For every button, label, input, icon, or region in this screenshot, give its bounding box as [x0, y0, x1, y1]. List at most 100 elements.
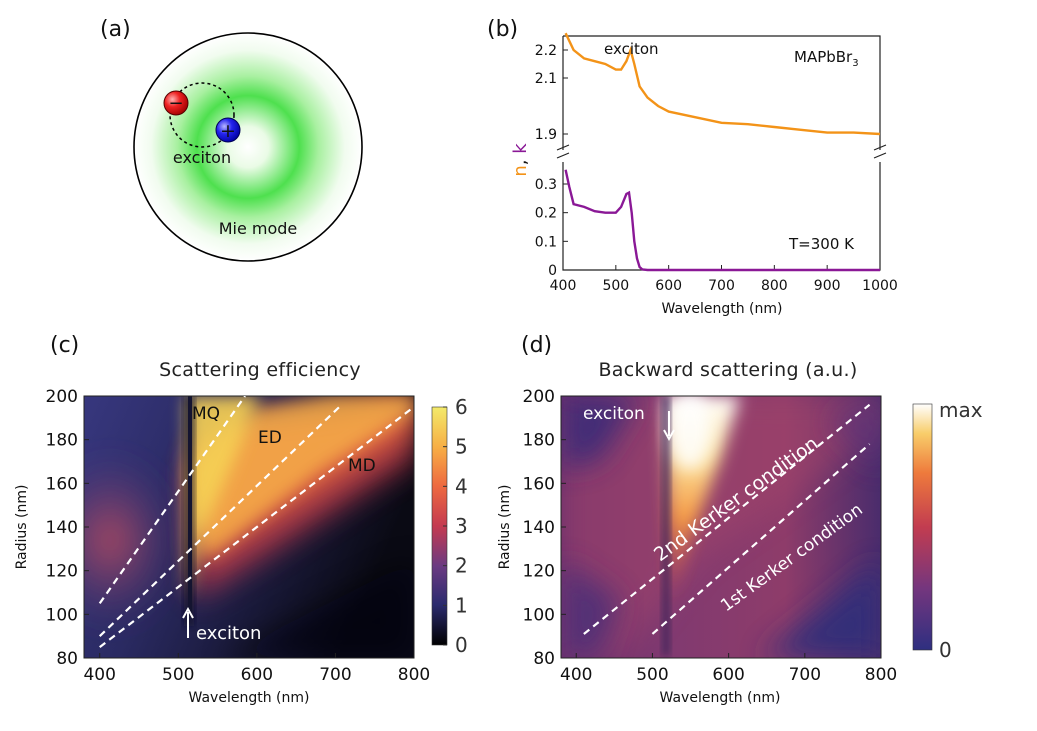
hole-sign: +: [220, 120, 236, 142]
md-label: MD: [348, 456, 376, 476]
xtick-label: 500: [162, 665, 194, 685]
ytick-label: 120: [46, 562, 78, 582]
ytick-label: 140: [46, 518, 78, 538]
panel-d: (d) Backward scattering (a.u.) 2nd Kerke…: [497, 333, 983, 706]
panel-b-xlabel: Wavelength (nm): [662, 301, 783, 317]
panel-c-axes: 400 500 600 700 800 200 180 160 140 120 100 80: [46, 387, 431, 685]
material-label: MAPbBr3: [794, 48, 859, 69]
panel-d-label: (d): [521, 333, 552, 358]
n-ytick-label: 1.9: [535, 127, 557, 143]
panel-a: (a) − + exciton Mie mode: [100, 17, 363, 262]
temperature-label: T=300 K: [788, 235, 855, 253]
n-curve: [564, 32, 881, 136]
panel-c: (c) Scattering efficiency MQ ED MD excit…: [14, 333, 468, 706]
ed-label: ED: [258, 428, 282, 448]
k-ytick-label: 0.2: [535, 206, 557, 222]
electron-sign: −: [168, 93, 183, 114]
b-xtick-label: 1000: [862, 278, 898, 294]
ytick-label: 120: [523, 562, 555, 582]
n-ytick-label: 2.2: [535, 43, 557, 59]
xtick-label: 400: [560, 665, 592, 685]
ytick-label: 100: [523, 605, 555, 625]
hole-icon: [215, 117, 241, 143]
cb-tick-label: 5: [455, 435, 468, 459]
cb-tick-label: 3: [455, 514, 468, 538]
panel-b-label: (b): [487, 17, 518, 42]
exciton-label-a: exciton: [173, 148, 231, 167]
ytick-label: 200: [46, 387, 78, 407]
panel-c-xlabel: Wavelength (nm): [189, 690, 310, 706]
cb-tick-label: 6: [455, 395, 468, 419]
ytick-label: 200: [523, 387, 555, 407]
ytick-label: 100: [46, 605, 78, 625]
panel-c-ylabel: Radius (nm): [14, 485, 30, 570]
mie-sphere: [133, 32, 363, 262]
k-ytick-label: 0: [548, 263, 557, 279]
electron-icon: [163, 90, 189, 116]
mode-line: [98, 396, 246, 605]
kerker-lines: [583, 403, 871, 635]
panel-d-axes: 400 500 600 700 800 200 180 160 140 120 100 80: [523, 387, 898, 685]
ytick-label: 180: [523, 431, 555, 451]
n-ytick-label: 2.4: [535, 0, 557, 3]
panel-b: (b) 400 500 600 700 800 900 1000 2.4 2.2 2.1 1.9 0.…: [487, 0, 898, 317]
xtick-label: 600: [241, 665, 273, 685]
exciton-label-d: exciton: [583, 404, 645, 424]
mie-mode-label: Mie mode: [219, 219, 298, 238]
xtick-label: 400: [83, 665, 115, 685]
backward-heatmap: [561, 396, 881, 658]
exciton-orbit: [169, 82, 235, 148]
cb-tick-label: 2: [455, 554, 468, 578]
panel-c-label: (c): [50, 333, 79, 358]
b-xtick-label: 800: [761, 278, 788, 294]
xtick-label: 500: [636, 665, 668, 685]
b-xtick-label: 900: [814, 278, 841, 294]
cb-tick-label: 0: [455, 633, 468, 657]
cb-tick-label: 1: [455, 593, 468, 617]
colorbar-d-max: max: [939, 398, 983, 422]
panel-c-title: Scattering efficiency: [159, 359, 361, 381]
left-axis-break: [556, 144, 570, 159]
k-ytick-label: 0.3: [535, 177, 557, 193]
exciton-arrow-d: [663, 411, 675, 442]
ytick-label: 140: [523, 518, 555, 538]
xtick-label: 800: [865, 665, 897, 685]
nk-axis-label: n, k: [510, 143, 531, 177]
mq-label: MQ: [192, 404, 220, 424]
mode-line: [583, 403, 871, 635]
right-axis-break: [873, 144, 887, 159]
panel-d-ylabel: Radius (nm): [497, 485, 513, 570]
colorbar-c-ticks: 6 5 4 3 2 1 0: [443, 395, 468, 657]
n-ytick-label: 2.1: [535, 71, 557, 87]
ytick-label: 80: [56, 649, 78, 669]
cb-tick-label: 4: [455, 474, 468, 498]
b-xtick-label: 400: [550, 278, 577, 294]
ytick-label: 160: [523, 474, 555, 494]
xtick-label: 700: [789, 665, 821, 685]
b-xtick-label: 600: [655, 278, 682, 294]
mode-line: [651, 443, 871, 635]
panel-a-label: (a): [100, 17, 131, 42]
b-xtick-label: 700: [708, 278, 735, 294]
mode-lines-c: [98, 396, 414, 648]
exciton-arrow-c: [182, 606, 194, 638]
b-xtick-label: 500: [602, 278, 629, 294]
panel-b-ticks: 400 500 600 700 800 900 1000 2.4 2.2 2.1 1.9 0.3 0.2…: [535, 0, 898, 294]
ytick-label: 80: [533, 649, 555, 669]
ytick-label: 160: [46, 474, 78, 494]
scattering-heatmap: [84, 396, 414, 658]
xtick-label: 600: [712, 665, 744, 685]
mode-line: [99, 406, 414, 648]
colorbar-d-min: 0: [939, 638, 952, 662]
mode-line: [98, 406, 341, 637]
exciton-label-b: exciton: [604, 40, 659, 58]
xtick-label: 700: [319, 665, 351, 685]
k-ytick-label: 0.1: [535, 234, 557, 250]
k-curve: [564, 169, 880, 272]
colorbar-d: [912, 403, 933, 651]
xtick-label: 800: [398, 665, 430, 685]
ytick-label: 180: [46, 431, 78, 451]
panel-d-xlabel: Wavelength (nm): [660, 690, 781, 706]
exciton-label-c: exciton: [196, 623, 261, 644]
